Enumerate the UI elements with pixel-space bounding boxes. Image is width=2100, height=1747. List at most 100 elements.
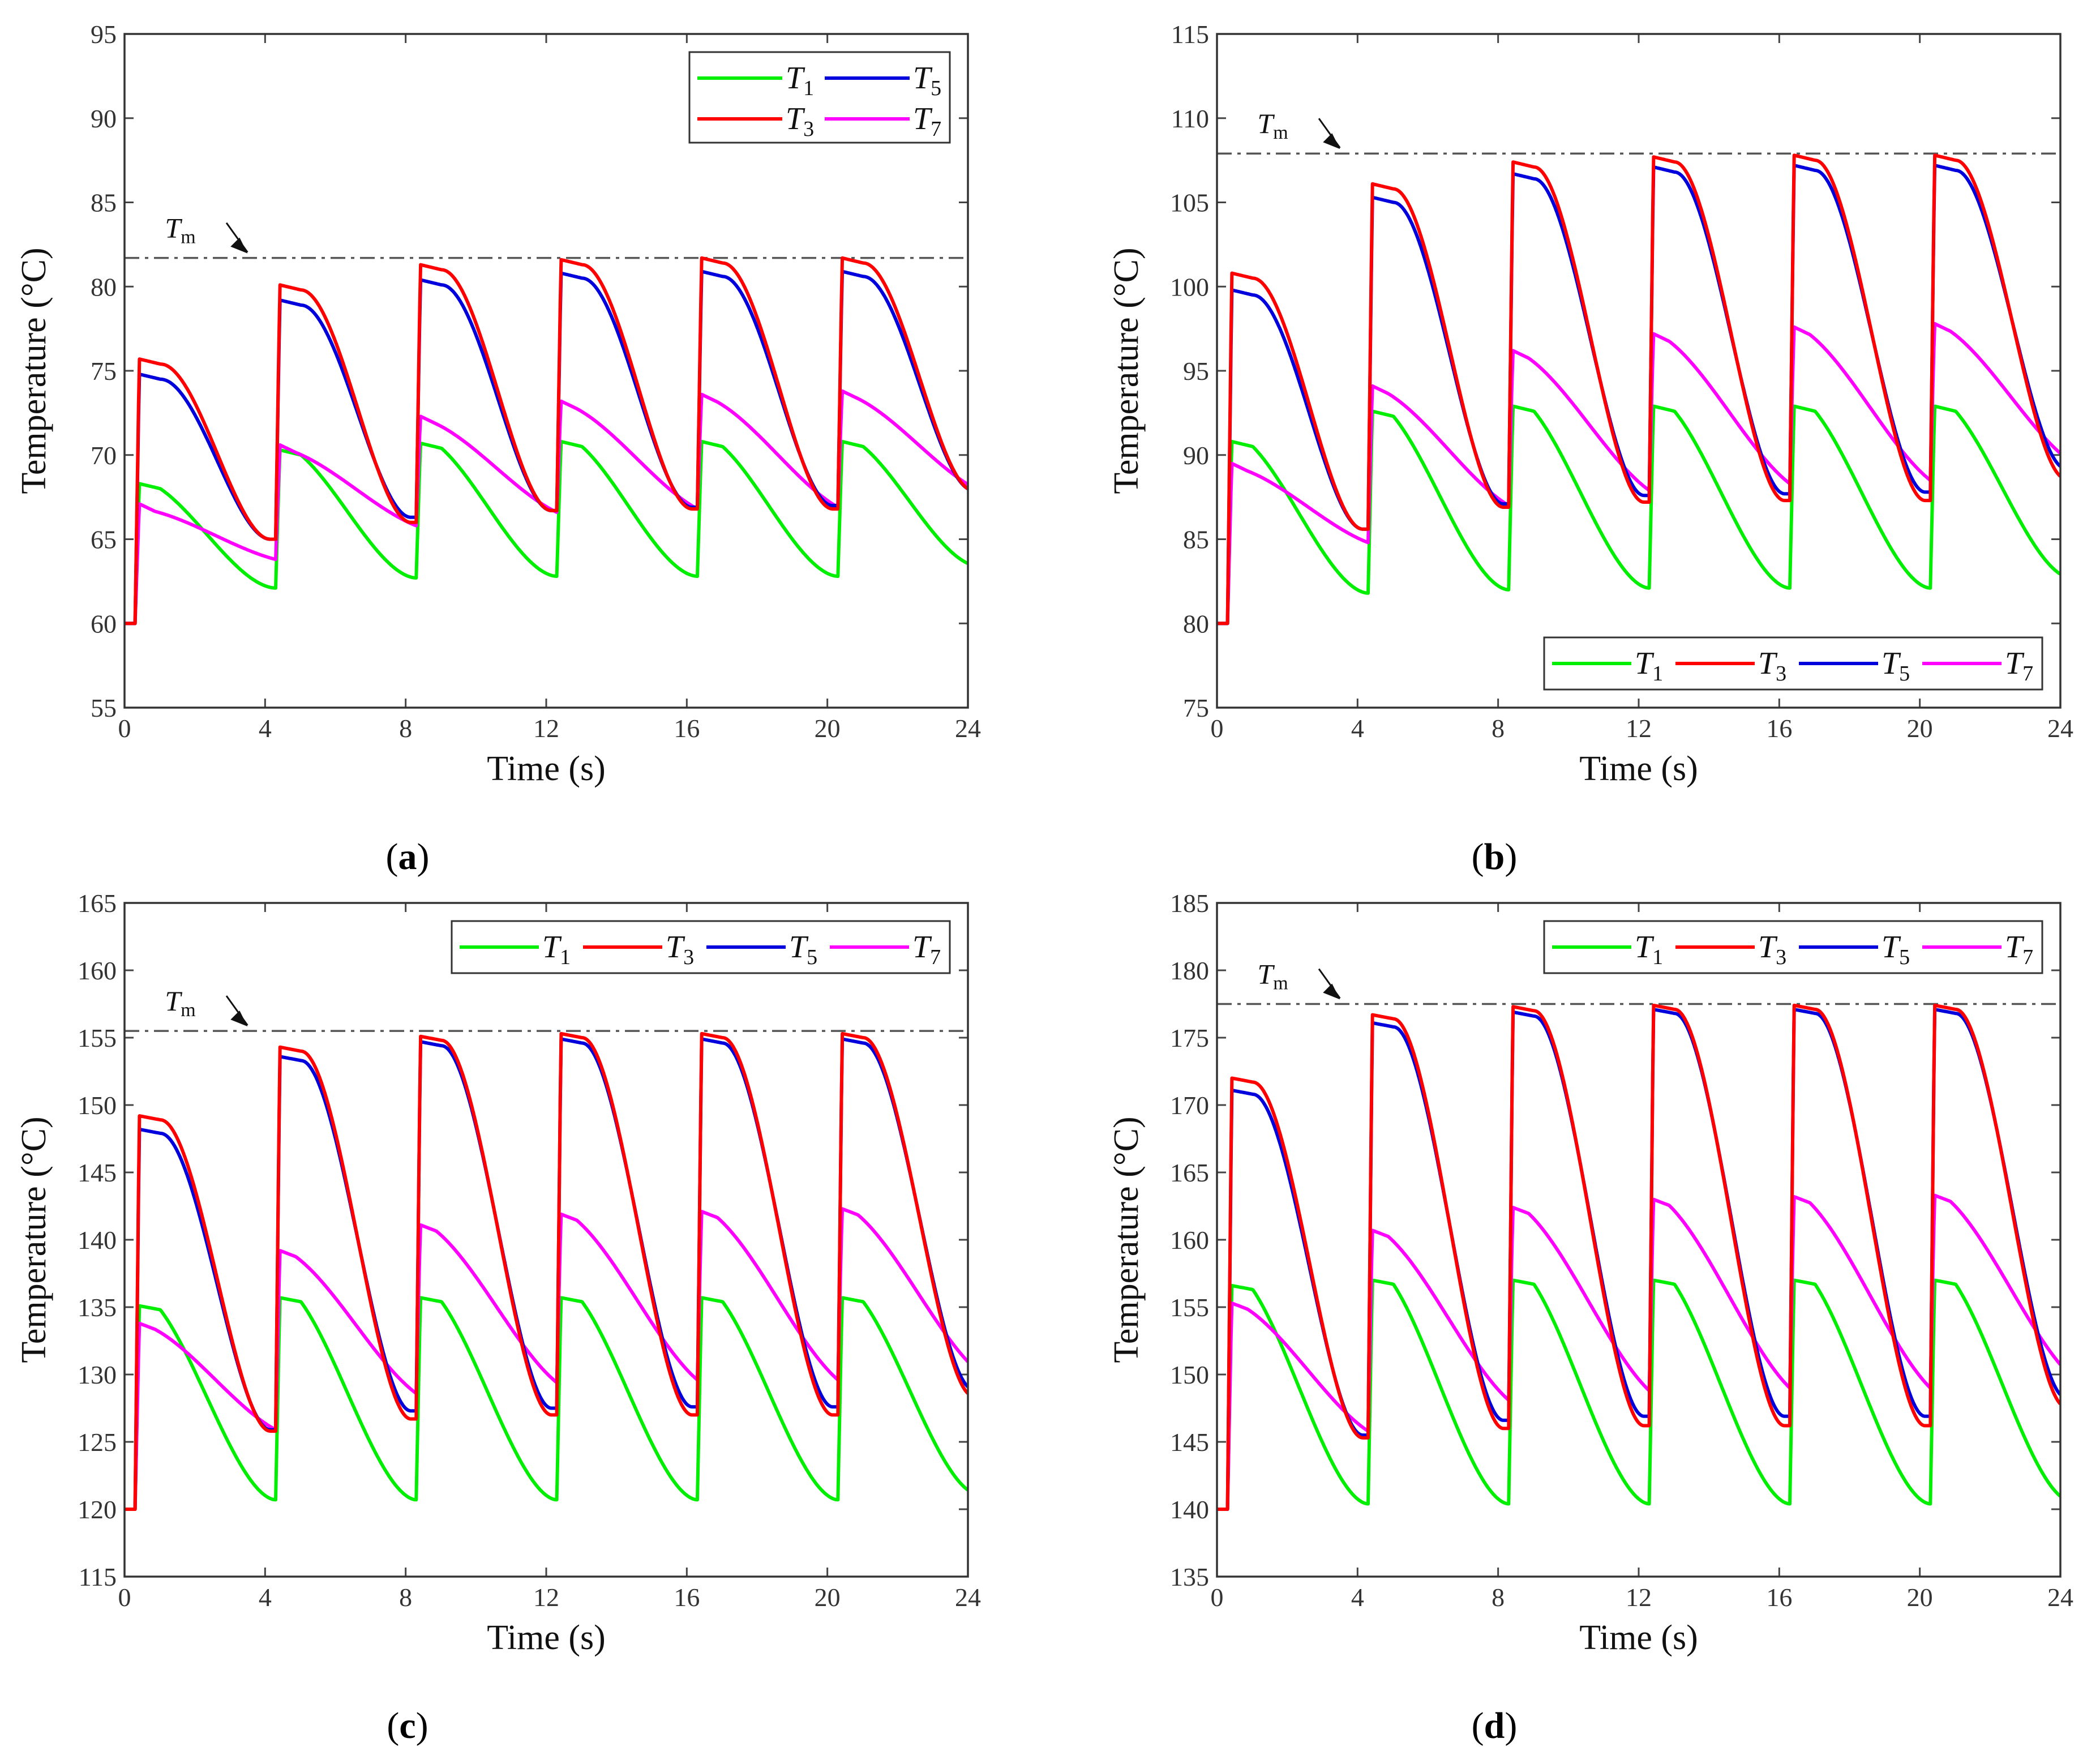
tm-label: Tm	[165, 985, 195, 1021]
plot-series-group	[1217, 152, 2060, 626]
legend-label-sub: 1	[560, 945, 571, 969]
x-tick-label: 0	[118, 1583, 131, 1612]
x-tick-label: 0	[1211, 714, 1224, 743]
legend-label-t3: T3	[1758, 930, 1786, 969]
series-line-t3	[125, 256, 968, 626]
x-tick-label: 0	[1211, 1583, 1224, 1612]
legend-label-main: T	[542, 930, 562, 965]
legend-label-main: T	[666, 930, 685, 965]
x-tick-label: 8	[399, 714, 412, 743]
axes-frame	[123, 902, 969, 1578]
x-tick-label: 4	[1351, 1583, 1364, 1612]
panel-label-a: (a)	[386, 836, 430, 877]
series-line-t7	[1217, 322, 2060, 626]
series-line-t7	[125, 389, 968, 626]
series-line-t3	[1217, 153, 2060, 626]
plot-area	[125, 903, 968, 1577]
panel-label-close: )	[417, 836, 430, 877]
x-tick-label: 12	[1626, 1583, 1652, 1612]
plot-area	[1217, 903, 2060, 1577]
y-tick-label: 165	[1170, 1158, 1209, 1187]
y-tick-label: 140	[1170, 1495, 1209, 1524]
y-tick-label: 150	[78, 1091, 117, 1120]
y-tick-label: 155	[1170, 1293, 1209, 1322]
tm-label-main: T	[165, 985, 182, 1017]
x-tick-label: 16	[1766, 714, 1792, 743]
x-tick-label: 20	[1907, 1583, 1933, 1612]
x-tick-label: 4	[259, 1583, 272, 1612]
legend-label-sub: 3	[1776, 662, 1786, 686]
tm-arrow-head	[1323, 983, 1340, 1000]
legend: T1 T3 T5 T7	[1543, 636, 2043, 691]
series-line-t1	[1217, 1278, 2060, 1511]
tm-label-main: T	[165, 212, 182, 244]
tm-label-sub: m	[1273, 973, 1288, 994]
legend-label-sub: 5	[1899, 662, 1910, 686]
y-tick-label: 90	[91, 104, 117, 133]
tm-arrow-head	[230, 237, 248, 254]
x-axis-label: Time (s)	[487, 750, 606, 788]
panel-label-b: (b)	[1472, 836, 1518, 877]
legend-label-main: T	[1882, 646, 1901, 681]
series-line-t3	[1217, 1003, 2060, 1511]
y-tick-label: 55	[91, 693, 117, 722]
tm-label-sub: m	[1273, 122, 1288, 143]
y-tick-label: 160	[78, 956, 117, 985]
x-tick-label: 16	[674, 1583, 700, 1612]
legend-label-main: T	[789, 930, 809, 965]
tm-arrow-head	[1323, 133, 1340, 149]
tm-arrow-head	[230, 1010, 248, 1027]
legend-label-t7: T7	[2005, 646, 2033, 686]
y-tick-label: 75	[91, 357, 117, 386]
y-tick-label: 105	[1170, 189, 1209, 217]
y-tick-label: 110	[1171, 104, 1209, 133]
legend: T1 T3 T5 T7	[1543, 920, 2043, 974]
y-tick-label: 125	[78, 1428, 117, 1457]
panel-label-close: )	[416, 1705, 428, 1746]
y-axis-label: Temperature (°C)	[15, 247, 53, 494]
legend-label-t7: T7	[913, 101, 941, 141]
series-line-t5	[1217, 1008, 2060, 1511]
y-tick-label: 130	[78, 1360, 117, 1389]
chart-panel-d: 0 4 8 12 16 20 2413514014515015516016517017518…	[1107, 889, 2073, 1657]
x-tick-label: 20	[815, 714, 841, 743]
panel-label-c: (c)	[387, 1705, 428, 1746]
y-tick-label: 80	[1183, 609, 1209, 638]
y-tick-label: 140	[78, 1226, 117, 1254]
x-tick-label: 12	[533, 1583, 559, 1612]
panel-label-letter: c	[399, 1705, 415, 1746]
x-tick-label: 16	[1766, 1583, 1792, 1612]
series-line-t1	[125, 440, 968, 626]
series-line-t1	[125, 1296, 968, 1511]
legend-label-sub: 1	[803, 76, 814, 100]
x-tick-label: 8	[1492, 1583, 1505, 1612]
legend-label-sub: 5	[931, 76, 941, 100]
x-tick-label: 20	[815, 1583, 841, 1612]
legend-label-sub: 5	[807, 945, 817, 969]
x-axis-label: Time (s)	[1579, 1618, 1698, 1657]
x-axis-label: Time (s)	[1579, 750, 1698, 788]
series-line-t1	[1217, 404, 2060, 626]
x-tick-label: 4	[1351, 714, 1364, 743]
legend-label-main: T	[1758, 646, 1778, 681]
legend: T1 T3 T5 T7	[451, 920, 951, 974]
y-axis-label: Temperature (°C)	[1107, 1116, 1146, 1363]
legend-label-main: T	[1635, 930, 1655, 965]
legend-label-t7: T7	[2005, 930, 2033, 969]
legend-box	[688, 51, 951, 144]
plot-series-group	[125, 256, 968, 626]
legend-label-t1: T1	[1635, 930, 1663, 969]
panel-label-open: (	[1472, 836, 1484, 877]
y-tick-label: 170	[1170, 1091, 1209, 1120]
series-line-t7	[1217, 1193, 2060, 1511]
legend-label-t3: T3	[786, 101, 814, 141]
y-tick-label: 135	[78, 1293, 117, 1322]
series-line-t3	[125, 1031, 968, 1511]
y-axis-label: Temperature (°C)	[1107, 247, 1146, 494]
y-tick-label: 80	[91, 272, 117, 301]
y-tick-label: 115	[79, 1562, 117, 1591]
legend-label-main: T	[2005, 930, 2025, 965]
y-tick-label: 135	[1170, 1562, 1209, 1591]
legend-label-sub: 3	[1776, 945, 1786, 969]
